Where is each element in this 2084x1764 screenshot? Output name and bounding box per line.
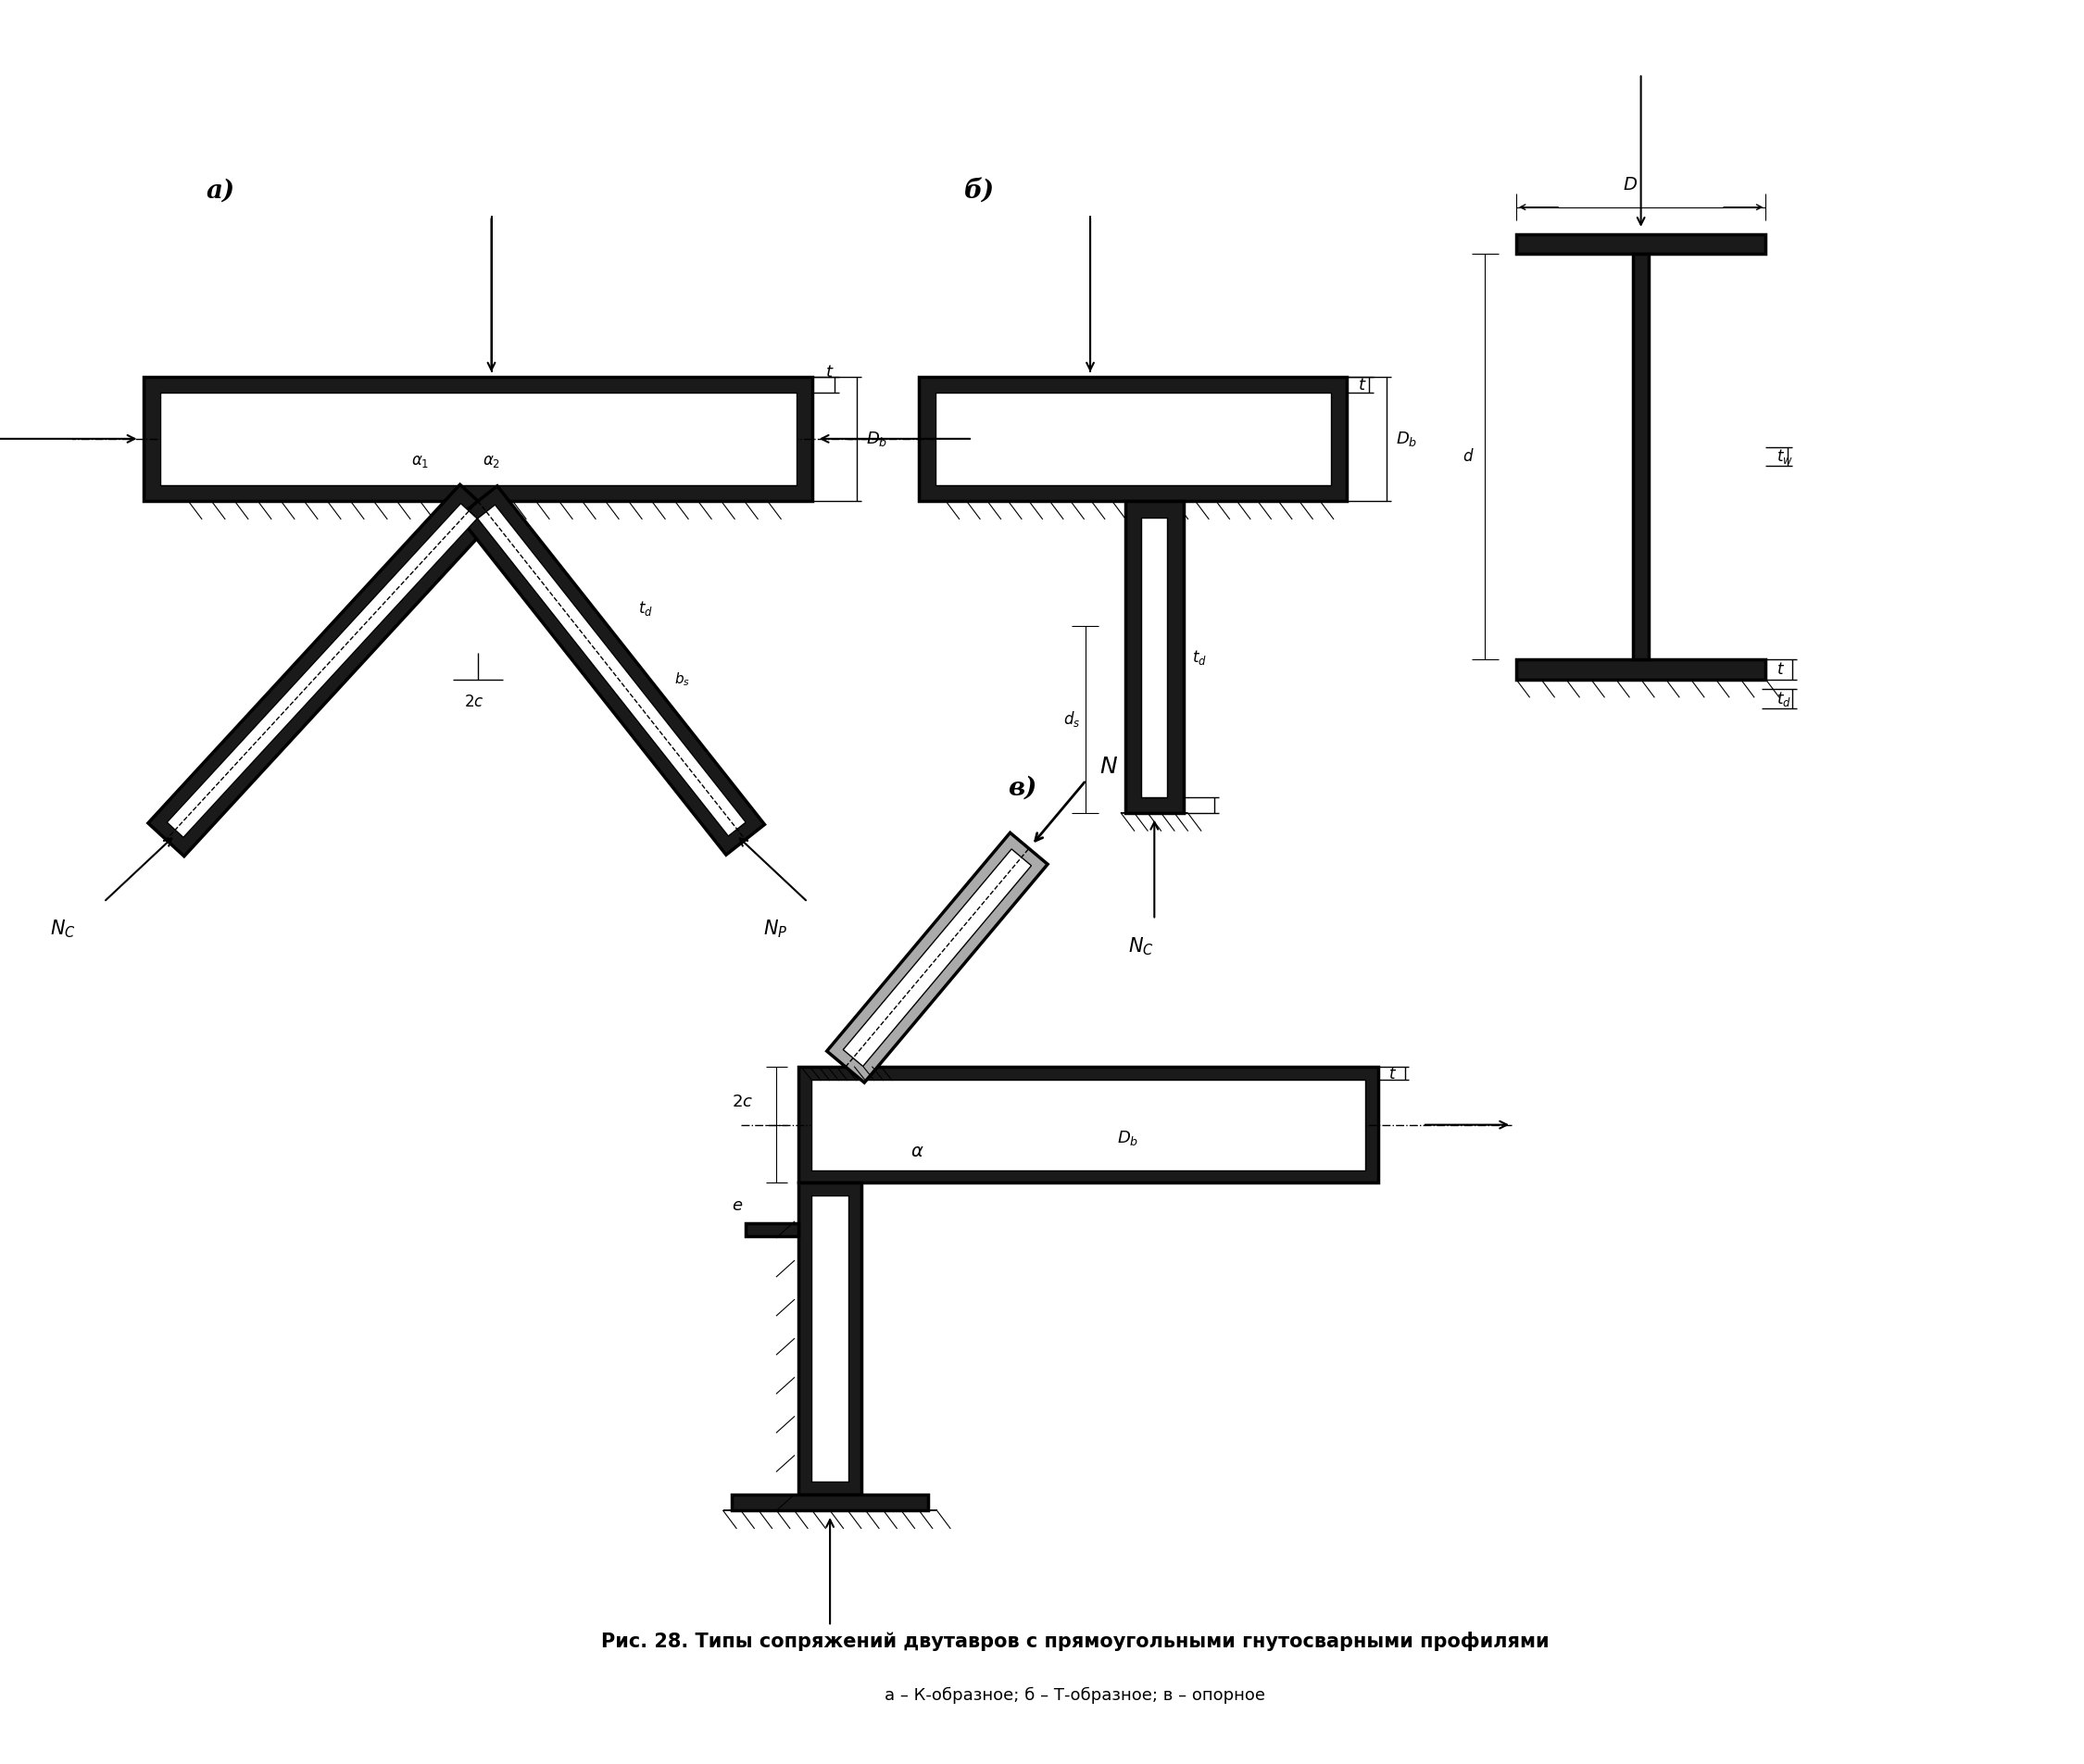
Text: в): в) <box>1009 776 1038 801</box>
Bar <box>1517 235 1765 254</box>
Text: $d_s$: $d_s$ <box>1063 709 1080 729</box>
Polygon shape <box>148 485 496 856</box>
Bar <box>798 1182 861 1494</box>
Text: $D_b$: $D_b$ <box>865 429 888 448</box>
Text: Рис. 28. Типы сопряжений двутавров с прямоугольными гнутосварными профилями: Рис. 28. Типы сопряжений двутавров с пря… <box>600 1632 1548 1651</box>
Bar <box>798 1067 1378 1182</box>
Bar <box>731 1494 927 1510</box>
Text: $t$: $t$ <box>1388 1065 1396 1083</box>
Text: $2c$: $2c$ <box>731 1094 754 1110</box>
Text: $D_b$: $D_b$ <box>1396 429 1417 448</box>
Text: а – К-образное; б – Т-образное; в – опорное: а – К-образное; б – Т-образное; в – опор… <box>886 1686 1265 1704</box>
Text: б): б) <box>963 178 994 205</box>
Text: $N$: $N$ <box>1100 755 1119 778</box>
Text: $e$: $e$ <box>731 1198 744 1214</box>
Polygon shape <box>477 505 746 836</box>
Text: $\alpha_2$: $\alpha_2$ <box>483 453 500 469</box>
Text: $t$: $t$ <box>825 363 834 381</box>
Text: $t_d$: $t_d$ <box>1776 690 1790 707</box>
Text: $D$: $D$ <box>1623 176 1638 194</box>
Text: $d$: $d$ <box>1463 448 1473 466</box>
Text: $t$: $t$ <box>1357 377 1367 393</box>
Text: $N_C$: $N_C$ <box>1127 935 1155 958</box>
Bar <box>1142 517 1167 797</box>
Text: а): а) <box>206 178 235 205</box>
Text: $\alpha_1$: $\alpha_1$ <box>411 453 429 469</box>
Text: $t_d$: $t_d$ <box>1192 647 1207 667</box>
Bar <box>1634 254 1648 660</box>
Bar <box>919 376 1346 501</box>
Text: $N_C$: $N_C$ <box>50 917 75 940</box>
Bar <box>811 1196 848 1482</box>
Polygon shape <box>844 848 1032 1065</box>
Text: $t_w$: $t_w$ <box>1776 448 1792 466</box>
Bar <box>1125 501 1184 813</box>
Bar <box>144 376 813 501</box>
Bar <box>936 392 1332 485</box>
Bar <box>1517 660 1765 679</box>
Text: $N_P$: $N_P$ <box>763 917 788 940</box>
Text: $D_b$: $D_b$ <box>1117 1129 1140 1147</box>
Polygon shape <box>827 833 1048 1083</box>
Text: $t_d$: $t_d$ <box>638 598 652 617</box>
Text: $t$: $t$ <box>1776 662 1784 677</box>
Polygon shape <box>167 503 477 838</box>
Text: $b_s$: $b_s$ <box>673 670 690 688</box>
Bar <box>160 392 796 485</box>
Bar <box>746 1224 798 1237</box>
Text: $2c$: $2c$ <box>463 693 483 709</box>
Polygon shape <box>458 485 765 856</box>
Bar <box>811 1080 1365 1170</box>
Text: $\alpha$: $\alpha$ <box>911 1143 923 1161</box>
